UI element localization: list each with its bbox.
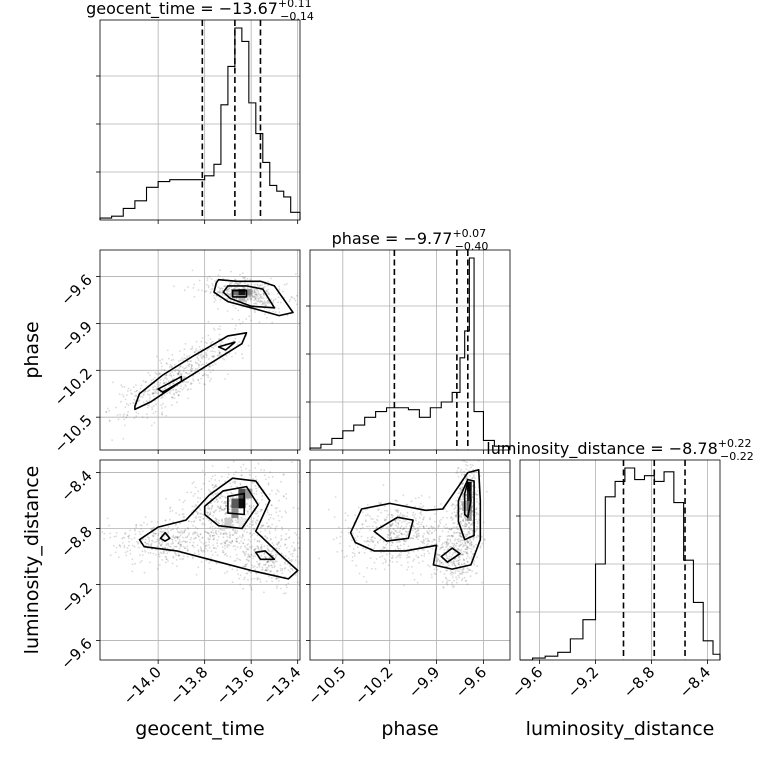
scatter-phase-vs-luminosity-distance-xtick-label-1: −10.2 (351, 663, 396, 708)
scatter-phase-vs-luminosity-distance-contour-2 (457, 478, 475, 541)
scatter-geocent-time-vs-luminosity-distance-contour-4 (255, 550, 276, 561)
scatter-geocent-time-vs-phase-ytick-label-0: −10.5 (51, 411, 96, 456)
title-luminosity-distance: luminosity_distance = −8.78+0.22 −0.22 (486, 437, 753, 463)
title-plus: +0.11 (278, 0, 312, 10)
scatter-geocent-time-vs-luminosity-distance-xtick-label-0: −14.0 (120, 663, 165, 708)
scatter-geocent-time-vs-phase-density-cell-0 (238, 289, 246, 296)
scatter-geocent-time-vs-luminosity-distance-density-cell-6 (238, 518, 246, 528)
hist-luminosity-distance-xtick-label-3: −8.4 (676, 663, 714, 701)
xlabel-phase: phase (381, 718, 438, 740)
xlabel-luminosity-distance: luminosity_distance (526, 718, 715, 740)
scatter-phase-vs-luminosity-distance-density-cell-1 (467, 491, 472, 502)
scatter-geocent-time-vs-phase-density-cell-1 (231, 289, 239, 296)
scatter-geocent-time-vs-luminosity-distance-density-cell-0 (238, 498, 246, 509)
scatter-geocent-time-vs-luminosity-distance-contour-2 (227, 492, 245, 516)
scatter-phase-vs-luminosity-distance-contour-4 (440, 547, 461, 563)
scatter-phase-vs-luminosity-distance-contour-0 (349, 469, 482, 570)
scatter-geocent-time-vs-phase-ytick-label-1: −10.2 (51, 364, 96, 409)
scatter-geocent-time-vs-luminosity-distance (96, 459, 301, 664)
hist-geocent-time-histogram (99, 27, 301, 220)
title-plus: +0.07 (452, 227, 486, 240)
scatter-phase-vs-luminosity-distance-density-cell-0 (467, 481, 472, 492)
scatter-geocent-time-vs-phase-contour-1 (222, 285, 276, 309)
scatter-geocent-time-vs-phase-density-cell-3 (238, 295, 246, 302)
scatter-geocent-time-vs-phase-contour-5 (217, 341, 236, 351)
scatter-geocent-time-vs-luminosity-distance-density-cell-2 (231, 498, 239, 509)
title-text: luminosity_distance = −8.78 (486, 439, 717, 459)
scatter-geocent-time-vs-luminosity-distance-ytick-label-2: −8.8 (57, 523, 95, 561)
scatter-phase-vs-luminosity-distance (306, 459, 511, 664)
panel-titles: geocent_time = −13.67+0.11 −0.14 phase = −… (86, 0, 754, 463)
scatter-geocent-time-vs-phase-contour-4 (157, 375, 183, 393)
title-text: phase = −9.77 (332, 229, 453, 248)
hist-phase (306, 249, 511, 454)
scatter-geocent-time-vs-luminosity-distance-contour-3 (159, 531, 171, 542)
scatter-geocent-time-vs-luminosity-distance-xtick-label-3: −13.4 (259, 663, 304, 708)
hist-luminosity-distance-frame (519, 459, 721, 661)
scatter-phase-vs-luminosity-distance-xtick-label-0: −10.5 (304, 663, 349, 708)
hist-luminosity-distance-xtick-label-0: −9.6 (508, 663, 546, 701)
scatter-geocent-time-vs-phase-contour-2 (231, 289, 248, 298)
scatter-geocent-time-vs-phase (96, 249, 301, 454)
panels (96, 19, 721, 664)
hist-geocent-time (96, 19, 301, 224)
hist-luminosity-distance-xtick-label-1: −9.2 (564, 663, 602, 701)
title-minus: −0.14 (280, 10, 314, 23)
title-phase: phase = −9.77+0.07 −0.40 (332, 227, 489, 253)
scatter-geocent-time-vs-luminosity-distance-xtick-label-2: −13.6 (213, 663, 258, 708)
scatter-geocent-time-vs-luminosity-distance-ytick-label-0: −9.6 (57, 635, 95, 673)
scatter-geocent-time-vs-luminosity-distance-ytick-label-1: −9.2 (57, 579, 95, 617)
hist-luminosity-distance (516, 459, 721, 664)
scatter-geocent-time-vs-luminosity-distance-frame (99, 459, 301, 661)
scatter-geocent-time-vs-phase-ytick-label-3: −9.6 (57, 271, 95, 309)
hist-luminosity-distance-xtick-label-2: −8.8 (620, 663, 658, 701)
title-plus: +0.22 (718, 437, 752, 450)
hist-geocent-time-frame (99, 19, 301, 221)
scatter-phase-vs-luminosity-distance-frame (309, 459, 511, 661)
hist-phase-frame (309, 249, 511, 451)
hist-phase-histogram (309, 257, 511, 450)
scatter-geocent-time-vs-luminosity-distance-xtick-label-1: −13.8 (166, 663, 211, 708)
scatter-geocent-time-vs-phase-plot-area (105, 269, 298, 441)
scatter-phase-vs-luminosity-distance-xtick-label-3: −9.6 (452, 663, 490, 701)
scatter-geocent-time-vs-luminosity-distance-ytick-label-3: −8.4 (57, 467, 95, 505)
scatter-geocent-time-vs-phase-points (105, 269, 298, 441)
scatter-geocent-time-vs-luminosity-distance-contour-0 (138, 477, 299, 580)
scatter-phase-vs-luminosity-distance-xtick-label-2: −9.9 (405, 663, 443, 701)
scatter-geocent-time-vs-phase-ytick-label-2: −9.9 (57, 318, 95, 356)
title-text: geocent_time = −13.67 (86, 0, 278, 19)
scatter-geocent-time-vs-luminosity-distance-density-cell-4 (245, 488, 253, 499)
ylabel-luminosity-distance: luminosity_distance (21, 466, 43, 655)
scatter-geocent-time-vs-phase-contour-3 (134, 332, 248, 411)
title-minus: −0.22 (720, 450, 754, 463)
scatter-phase-vs-luminosity-distance-contour-1 (373, 516, 414, 542)
scatter-geocent-time-vs-phase-contour-0 (213, 278, 294, 317)
xlabel-geocent-time: geocent_time (135, 718, 264, 740)
hist-luminosity-distance-histogram (520, 467, 721, 661)
scatter-phase-vs-luminosity-distance-contour-3 (463, 481, 472, 519)
scatter-phase-vs-luminosity-distance-plot-area (318, 460, 488, 589)
scatter-geocent-time-vs-luminosity-distance-contour-1 (203, 485, 259, 530)
scatter-geocent-time-vs-phase-frame (99, 249, 301, 451)
scatter-geocent-time-vs-luminosity-distance-density-cell-5 (224, 518, 232, 528)
scatter-phase-vs-luminosity-distance-density-cell-4 (467, 511, 472, 521)
scatter-geocent-time-vs-phase-density-cell-2 (245, 289, 253, 296)
title-geocent-time: geocent_time = −13.67+0.11 −0.14 (86, 0, 314, 23)
scatter-geocent-time-vs-luminosity-distance-plot-area (101, 460, 300, 599)
ylabel-phase: phase (21, 321, 43, 378)
